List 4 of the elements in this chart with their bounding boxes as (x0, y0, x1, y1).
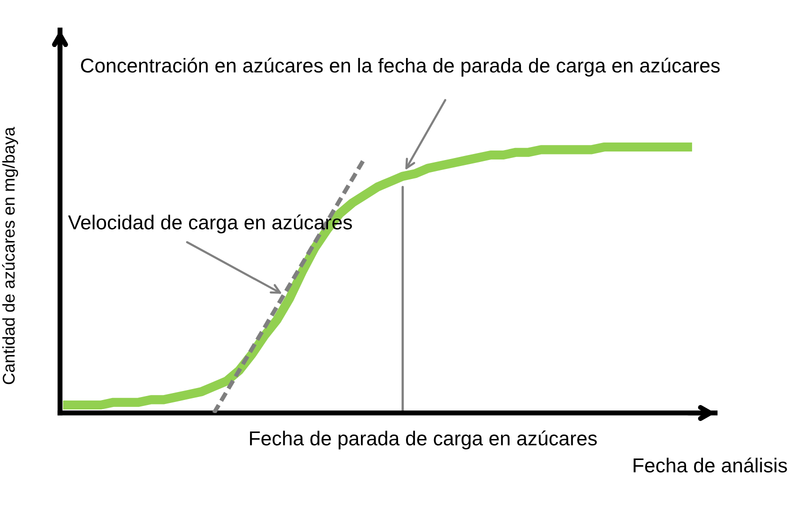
text: Concentración en azúcares en la fecha de parada de carga en azúcares (81, 58, 720, 77)
x-axis-title: Fecha de análisis (634, 458, 787, 472)
text: Fecha de parada de carga en azúcares (250, 430, 597, 450)
y-axis-title: Cantidad de azúcares en mg/baya (2, 126, 18, 384)
